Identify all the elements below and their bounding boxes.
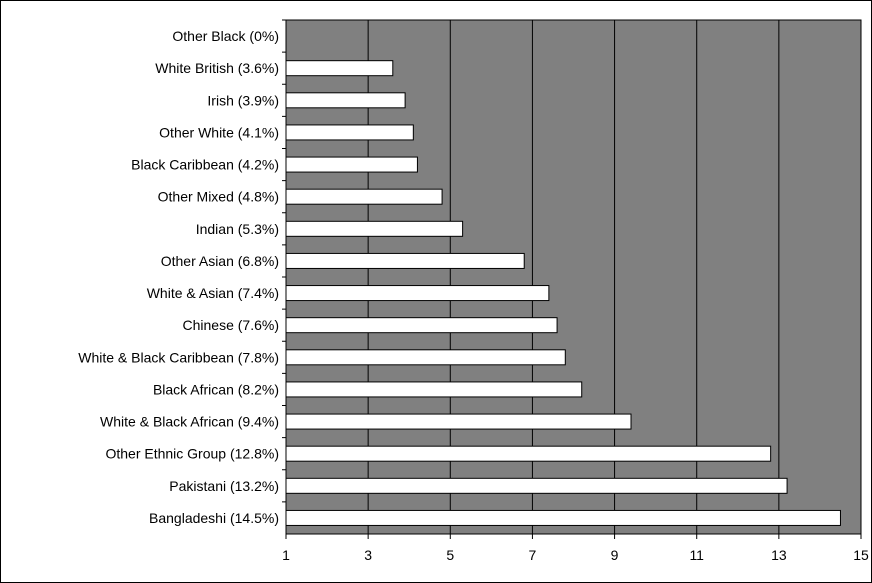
category-label: Other Mixed (4.8%)	[158, 189, 279, 205]
category-label: Black African (8.2%)	[153, 381, 279, 397]
bar-4	[285, 156, 418, 173]
x-tick-labels: 1 3 5 7 9 11 13 15	[282, 534, 869, 563]
bar-1	[285, 60, 394, 77]
bar-14	[285, 477, 788, 494]
x-tick-label: 9	[611, 547, 619, 563]
x-tick-label: 1	[282, 547, 290, 563]
bar-2	[285, 92, 406, 109]
bar-12	[285, 413, 632, 430]
bar-5	[285, 188, 443, 205]
x-tick-label: 5	[446, 547, 454, 563]
x-tick-label: 15	[853, 547, 869, 563]
bar-7	[285, 252, 525, 269]
category-label: Other Black (0%)	[172, 28, 279, 44]
x-tick-label: 7	[529, 547, 537, 563]
category-label: Chinese (7.6%)	[183, 317, 280, 333]
x-tick-label: 13	[771, 547, 787, 563]
category-label: Other Ethnic Group (12.8%)	[105, 446, 279, 462]
bar-3	[285, 124, 414, 141]
category-labels: Other Black (0%) White British (3.6%) Iris…	[78, 19, 286, 526]
bar-11	[285, 381, 583, 398]
x-tick-label: 3	[364, 547, 372, 563]
bar-10	[285, 349, 566, 366]
bar-13	[285, 445, 772, 462]
bar-9	[285, 317, 558, 334]
category-label: Irish (3.9%)	[207, 92, 279, 108]
category-label: White & Black African (9.4%)	[100, 414, 279, 430]
category-label: Pakistani (13.2%)	[169, 478, 279, 494]
bar-6	[285, 220, 464, 237]
x-tick-label: 11	[689, 547, 704, 563]
category-label: Bangladeshi (14.5%)	[149, 510, 279, 526]
category-label: Black Caribbean (4.2%)	[131, 157, 279, 173]
category-label: Other Asian (6.8%)	[161, 253, 279, 269]
category-label: White & Asian (7.4%)	[147, 285, 279, 301]
bars	[285, 60, 841, 526]
category-label: White & Black Caribbean (7.8%)	[78, 349, 279, 365]
category-label: White British (3.6%)	[155, 60, 279, 76]
category-label: Other White (4.1%)	[159, 124, 279, 140]
bar-15	[285, 509, 841, 526]
bar-8	[285, 285, 550, 302]
category-label: Indian (5.3%)	[196, 221, 279, 237]
